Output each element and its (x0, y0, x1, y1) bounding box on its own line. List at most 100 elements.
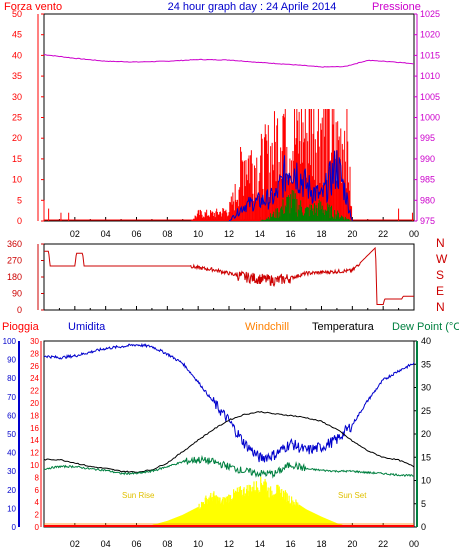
wind-panel-x-tick-label: 02 (70, 229, 80, 239)
wind-y-tick-label: 5 (17, 195, 22, 205)
humidity-y-tick-label: 40 (7, 449, 16, 458)
temp-panel-x-tick-label: 00 (409, 539, 419, 549)
temperature-y-tick-label: 35 (421, 359, 431, 369)
wind-y-tick-label: 10 (12, 175, 22, 185)
wind-average-line (228, 150, 353, 222)
rain-y-tick-label: 26 (30, 362, 39, 371)
rain-y-tick-label: 22 (30, 387, 39, 396)
rain-y-tick-label: 20 (30, 399, 39, 408)
rain-y-tick-label: 6 (35, 486, 40, 495)
pressure-y-tick-label: 1015 (420, 50, 440, 60)
wind-y-tick-label: 20 (12, 133, 22, 143)
wind-y-tick-label: 15 (12, 154, 22, 164)
humidity-y-tick-label: 50 (7, 430, 16, 439)
humidity-legend-label: Umidita (68, 321, 106, 333)
wind-y-tick-label: 45 (12, 30, 22, 40)
wind-panel-x-tick-label: 00 (409, 229, 419, 239)
humidity-y-tick-label: 20 (7, 486, 16, 495)
dewpoint-line (43, 454, 415, 479)
wind-panel-x-tick-label: 16 (286, 229, 296, 239)
temperature-y-tick-label: 10 (421, 476, 431, 486)
wind-panel-x-tick-label: 10 (193, 229, 203, 239)
rain-y-tick-label: 8 (35, 473, 40, 482)
wind-panel-x-tick-label: 04 (101, 229, 111, 239)
rain-y-tick-label: 2 (35, 511, 40, 520)
humidity-y-tick-label: 70 (7, 393, 16, 402)
temperature-y-tick-label: 30 (421, 383, 431, 393)
pressure-y-tick-label: 995 (420, 133, 435, 143)
temp-panel-x-tick-label: 06 (131, 539, 141, 549)
pressure-y-tick-label: 1020 (420, 30, 440, 40)
direction-y-tick-label: 180 (7, 272, 22, 282)
panel-frame-2 (43, 243, 415, 311)
wind-y-tick-label: 25 (12, 113, 22, 123)
temperature-y-tick-label: 25 (421, 406, 431, 416)
temp-panel-x-tick-label: 02 (70, 539, 80, 549)
rain-y-tick-label: 0 (35, 523, 40, 532)
compass-label: E (436, 284, 444, 298)
temp-panel-x-tick-label: 08 (162, 539, 172, 549)
sun-set-label: Sun Set (338, 491, 367, 500)
compass-label: N (436, 236, 445, 250)
chart-title: 24 hour graph day : 24 Aprile 2014 (168, 1, 337, 13)
temperature-y-tick-label: 20 (421, 429, 431, 439)
pressure-y-tick-label: 975 (420, 216, 435, 226)
compass-label: S (436, 268, 444, 282)
panel-frame-1 (43, 13, 415, 222)
pressure-legend-label: Pressione (372, 1, 421, 13)
sun-rise-label: Sun Rise (122, 491, 155, 500)
wind-y-tick-label: 40 (12, 50, 22, 60)
windchill-legend-label: Windchill (245, 321, 289, 333)
rain-legend-label: Pioggia (2, 321, 40, 333)
humidity-y-tick-label: 10 (7, 504, 16, 513)
temperature-legend-label: Temperatura (312, 321, 375, 333)
wind-panel-x-tick-label: 20 (347, 229, 357, 239)
dewpoint-legend-label: Dew Point (°C (392, 321, 459, 333)
humidity-y-tick-label: 0 (12, 523, 17, 532)
humidity-y-tick-label: 60 (7, 411, 16, 420)
direction-y-tick-label: 360 (7, 239, 22, 249)
humidity-y-tick-label: 80 (7, 374, 16, 383)
pressure-y-tick-label: 985 (420, 175, 435, 185)
rain-y-tick-label: 16 (30, 424, 39, 433)
compass-label: W (436, 252, 448, 266)
rain-y-tick-label: 30 (30, 337, 39, 346)
temp-panel-x-tick-label: 14 (255, 539, 265, 549)
temp-panel-x-tick-label: 10 (193, 539, 203, 549)
wind-panel-x-tick-label: 18 (316, 229, 326, 239)
wind-y-tick-label: 35 (12, 71, 22, 81)
rain-y-tick-label: 28 (30, 349, 39, 358)
direction-y-tick-label: 0 (17, 305, 22, 315)
wind-panel-x-tick-label: 14 (255, 229, 265, 239)
humidity-y-tick-label: 100 (3, 337, 17, 346)
temp-panel-x-tick-label: 22 (378, 539, 388, 549)
temperature-y-tick-label: 15 (421, 452, 431, 462)
rain-y-tick-label: 14 (30, 436, 39, 445)
pressure-line (43, 54, 415, 68)
humidity-y-tick-label: 90 (7, 356, 16, 365)
compass-label: N (436, 300, 445, 314)
pressure-y-tick-label: 980 (420, 195, 435, 205)
rain-y-tick-label: 4 (35, 498, 40, 507)
direction-y-tick-label: 270 (7, 256, 22, 266)
wind-y-tick-label: 30 (12, 92, 22, 102)
wind-y-tick-label: 50 (12, 9, 22, 19)
temperature-y-tick-label: 40 (421, 336, 431, 346)
pressure-y-tick-label: 990 (420, 154, 435, 164)
pressure-y-tick-label: 1025 (420, 9, 440, 19)
temp-panel-x-tick-label: 04 (101, 539, 111, 549)
wind-direction-line (44, 246, 414, 305)
rain-y-tick-label: 18 (30, 411, 39, 420)
temperature-line (43, 411, 415, 474)
wind-panel-x-tick-label: 06 (131, 229, 141, 239)
temperature-y-tick-label: 0 (421, 522, 426, 532)
pressure-y-tick-label: 1010 (420, 71, 440, 81)
wind-panel-x-tick-label: 12 (224, 229, 234, 239)
rain-y-tick-label: 24 (30, 374, 39, 383)
rain-y-tick-label: 10 (30, 461, 39, 470)
rain-y-tick-label: 12 (30, 449, 39, 458)
wind-y-tick-label: 0 (17, 216, 22, 226)
temp-panel-x-tick-label: 16 (286, 539, 296, 549)
